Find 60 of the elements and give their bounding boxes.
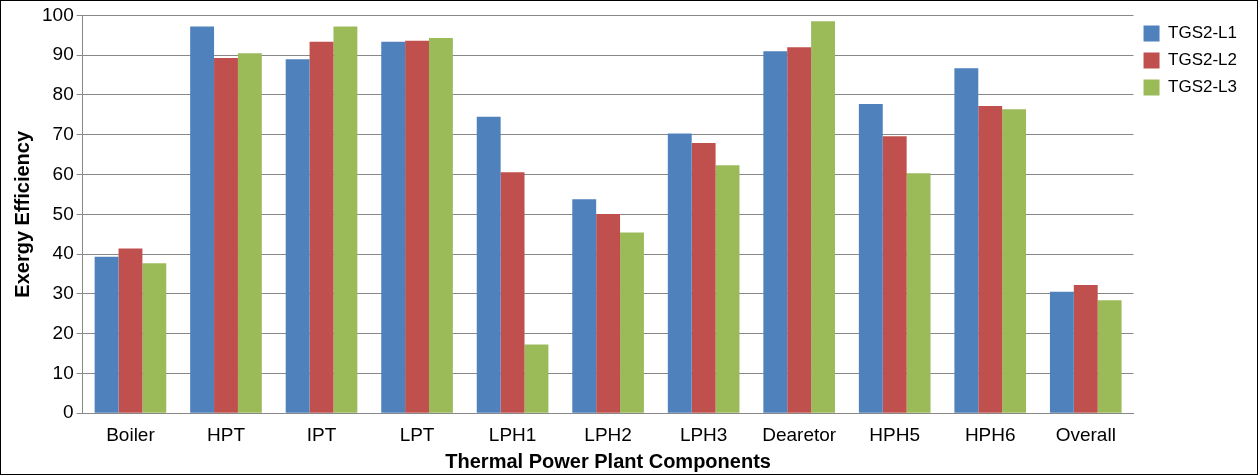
x-tick-label: LPH1: [488, 423, 537, 445]
x-tick-label: LPH3: [679, 423, 728, 445]
x-tick-label: Overall: [1055, 423, 1116, 445]
x-tick-label: HPH5: [869, 423, 921, 445]
bar: [237, 53, 262, 413]
bar: [811, 21, 835, 413]
bar: [691, 143, 716, 413]
x-tick-label: IPT: [306, 423, 337, 445]
bar: [524, 344, 549, 413]
bar: [309, 41, 334, 413]
bar: [787, 47, 812, 413]
bar: [667, 133, 692, 413]
bar: [1002, 109, 1027, 413]
bar: [1073, 285, 1098, 413]
x-axis-title: Thermal Power Plant Components: [445, 449, 771, 472]
y-tick-label: 0: [63, 401, 74, 423]
x-tick-label: Dearetor: [762, 423, 837, 445]
y-tick-label: 90: [52, 43, 74, 65]
bar: [715, 165, 740, 413]
legend-label: TGS2-L1: [1168, 23, 1238, 43]
bar: [858, 104, 883, 413]
bar: [906, 173, 931, 413]
bar: [190, 26, 215, 413]
x-tick-label: LPT: [399, 423, 435, 445]
bar: [429, 38, 453, 413]
bar: [620, 232, 644, 413]
bar: [214, 57, 238, 413]
bar: [763, 51, 788, 413]
bar: [118, 248, 143, 413]
bar: [1049, 291, 1074, 413]
y-tick-label: 20: [52, 321, 74, 343]
bar: [333, 26, 358, 413]
bar: [405, 40, 429, 413]
bar: [285, 59, 310, 413]
bar: [572, 199, 597, 413]
bar: [381, 41, 406, 413]
bar: [1097, 300, 1122, 413]
y-tick-label: 30: [52, 282, 74, 304]
y-tick-label: 100: [42, 3, 74, 25]
y-tick-label: 40: [52, 242, 74, 264]
y-tick-label: 50: [52, 202, 74, 224]
y-tick-label: 60: [52, 162, 74, 184]
bar: [882, 136, 907, 413]
bar: [500, 172, 525, 413]
bar: [954, 68, 979, 413]
y-tick-label: 70: [52, 122, 74, 144]
bar: [94, 256, 119, 413]
x-tick-label: HPH6: [964, 423, 1016, 445]
x-tick-label: LPH2: [584, 423, 632, 445]
bar: [142, 263, 167, 413]
y-axis-title: Exergy Efficiency: [10, 130, 33, 298]
bar: [476, 116, 501, 413]
legend-label: TGS2-L2: [1168, 50, 1238, 70]
bar: [596, 213, 621, 413]
y-tick-label: 10: [52, 361, 74, 383]
y-tick-label: 80: [52, 83, 74, 105]
x-tick-label: Boiler: [106, 423, 156, 445]
bar: [978, 106, 1003, 413]
x-tick-label: HPT: [207, 423, 246, 445]
legend-label: TGS2-L3: [1168, 77, 1238, 97]
